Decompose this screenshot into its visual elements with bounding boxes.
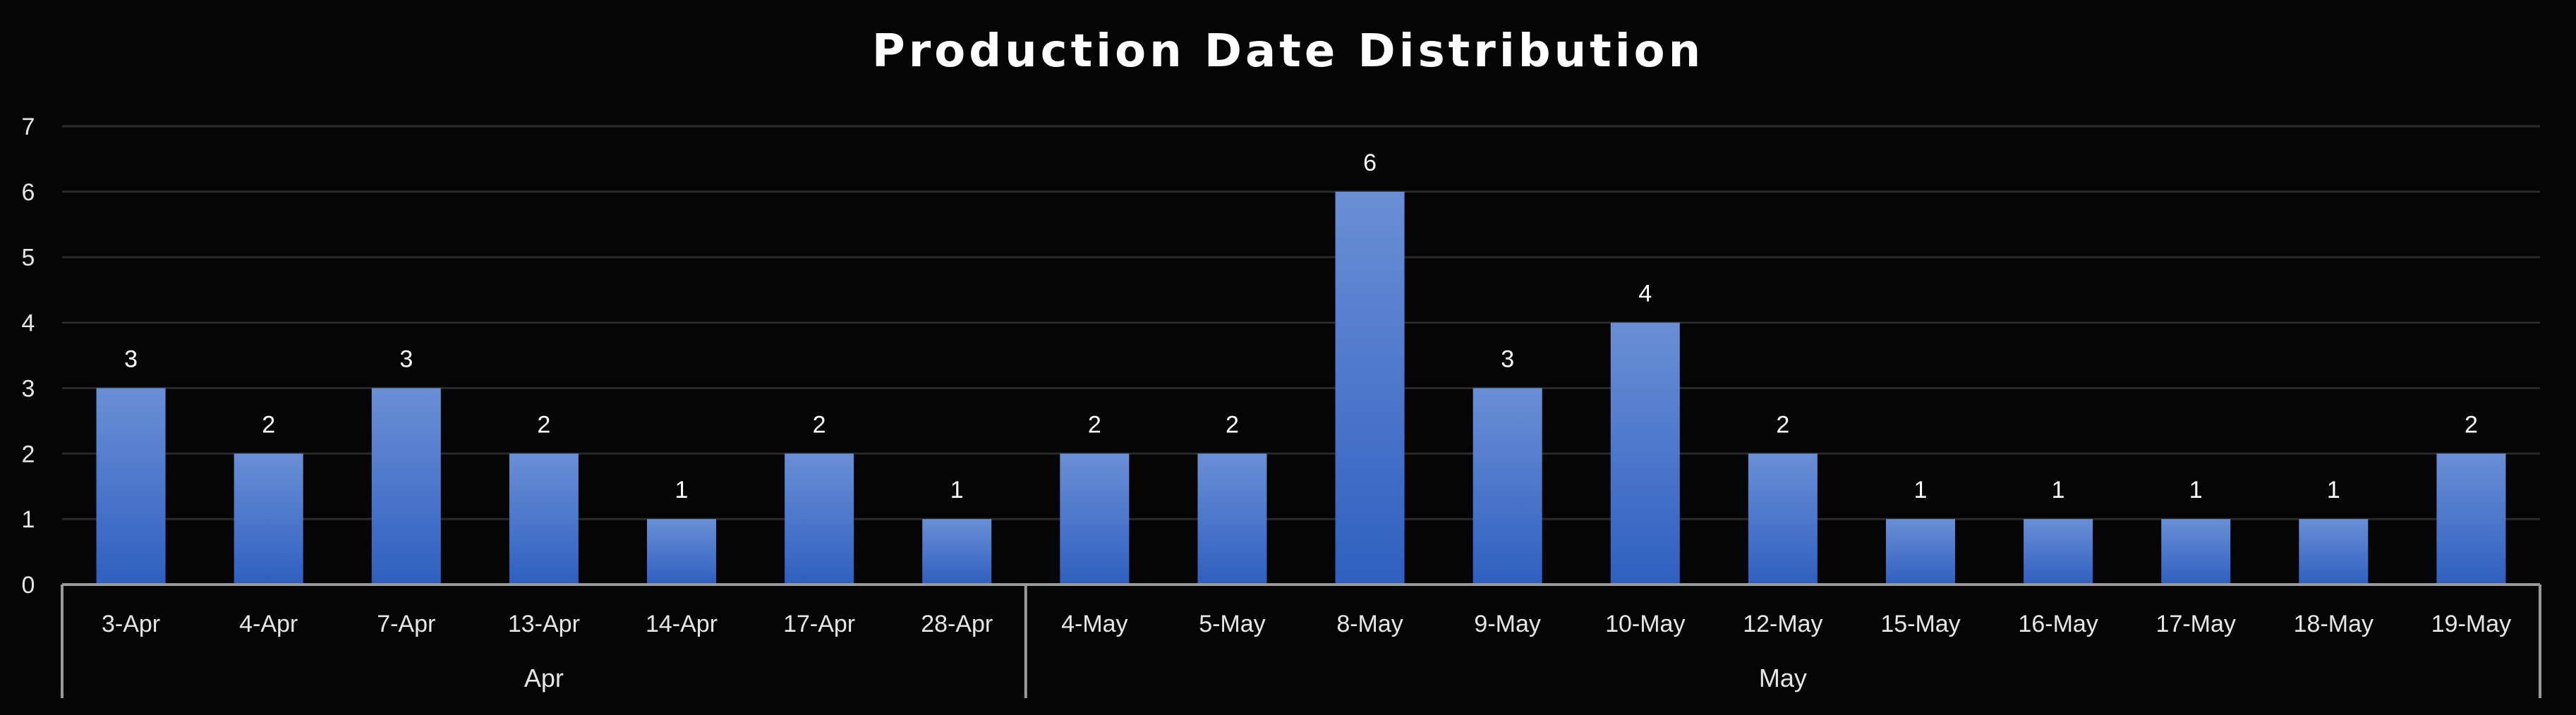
y-tick-label: 5	[22, 245, 35, 271]
x-tick-label: 17-May	[2156, 611, 2236, 637]
x-tick-label: 5-May	[1199, 611, 1265, 637]
data-label: 2	[1776, 411, 1789, 438]
bar	[922, 519, 992, 585]
bar	[371, 388, 441, 585]
bars	[96, 191, 2506, 585]
data-label: 1	[950, 477, 964, 503]
data-label: 2	[262, 411, 275, 438]
bar	[2161, 519, 2231, 585]
x-tick-label: 4-Apr	[239, 611, 298, 637]
gridlines	[62, 125, 2540, 520]
bar	[1335, 191, 1405, 585]
y-tick-label: 1	[22, 506, 35, 533]
data-label: 2	[537, 411, 550, 438]
bar	[2436, 453, 2506, 585]
bar	[1886, 519, 1955, 585]
data-label: 6	[1363, 149, 1377, 176]
bar	[1060, 453, 1130, 585]
x-tick-label: 14-Apr	[646, 611, 718, 637]
group-label: May	[1759, 664, 1807, 692]
data-label: 4	[1638, 281, 1652, 307]
y-tick-label: 6	[22, 179, 35, 206]
bar	[2299, 519, 2369, 585]
x-tick-label: 10-May	[1605, 611, 1685, 637]
data-label: 1	[2327, 477, 2340, 503]
data-label: 3	[1501, 346, 1514, 372]
y-tick-label: 0	[22, 572, 35, 599]
data-label: 1	[675, 477, 689, 503]
x-tick-label: 9-May	[1474, 611, 1540, 637]
data-label: 2	[813, 411, 826, 438]
axes	[61, 583, 2541, 698]
x-tick-label: 7-Apr	[377, 611, 435, 637]
chart-title: Production Date Distribution	[871, 25, 1705, 78]
x-tick-label: 3-Apr	[102, 611, 160, 637]
y-tick-label: 4	[22, 310, 35, 337]
y-tick-label: 7	[22, 114, 35, 140]
bar	[1610, 322, 1680, 585]
x-tick-label: 13-Apr	[508, 611, 580, 637]
bar	[1473, 388, 1542, 585]
data-label: 1	[1914, 477, 1928, 503]
x-tick-label: 12-May	[1743, 611, 1822, 637]
x-tick-label: 17-Apr	[783, 611, 855, 637]
x-tick-label: 28-Apr	[921, 611, 993, 637]
y-tick-label: 2	[22, 441, 35, 468]
x-tick-label: 18-May	[2294, 611, 2374, 637]
data-label: 1	[2189, 477, 2203, 503]
x-tick-label: 4-May	[1061, 611, 1127, 637]
group-label: Apr	[524, 664, 564, 692]
bar	[2024, 519, 2093, 585]
bar	[1748, 453, 1818, 585]
labels: 0 1 2 3 4 5 6 7 3 3-Apr 2 4-Apr 3 7-Apr 2 13-Apr 1 14-Apr…	[22, 114, 2512, 692]
bar	[509, 453, 579, 585]
bar	[234, 453, 303, 585]
data-label: 2	[1088, 411, 1101, 438]
bar	[647, 519, 716, 585]
data-label: 3	[399, 346, 413, 372]
x-tick-label: 19-May	[2431, 611, 2511, 637]
data-label: 3	[124, 346, 138, 372]
y-tick-label: 3	[22, 375, 35, 402]
x-tick-label: 15-May	[1880, 611, 1960, 637]
data-label: 2	[2465, 411, 2478, 438]
x-tick-label: 8-May	[1336, 611, 1403, 637]
bar	[1197, 453, 1267, 585]
bar	[96, 388, 166, 585]
bar	[785, 453, 854, 585]
data-label: 2	[1226, 411, 1239, 438]
data-label: 1	[2052, 477, 2065, 503]
x-tick-label: 16-May	[2018, 611, 2098, 637]
